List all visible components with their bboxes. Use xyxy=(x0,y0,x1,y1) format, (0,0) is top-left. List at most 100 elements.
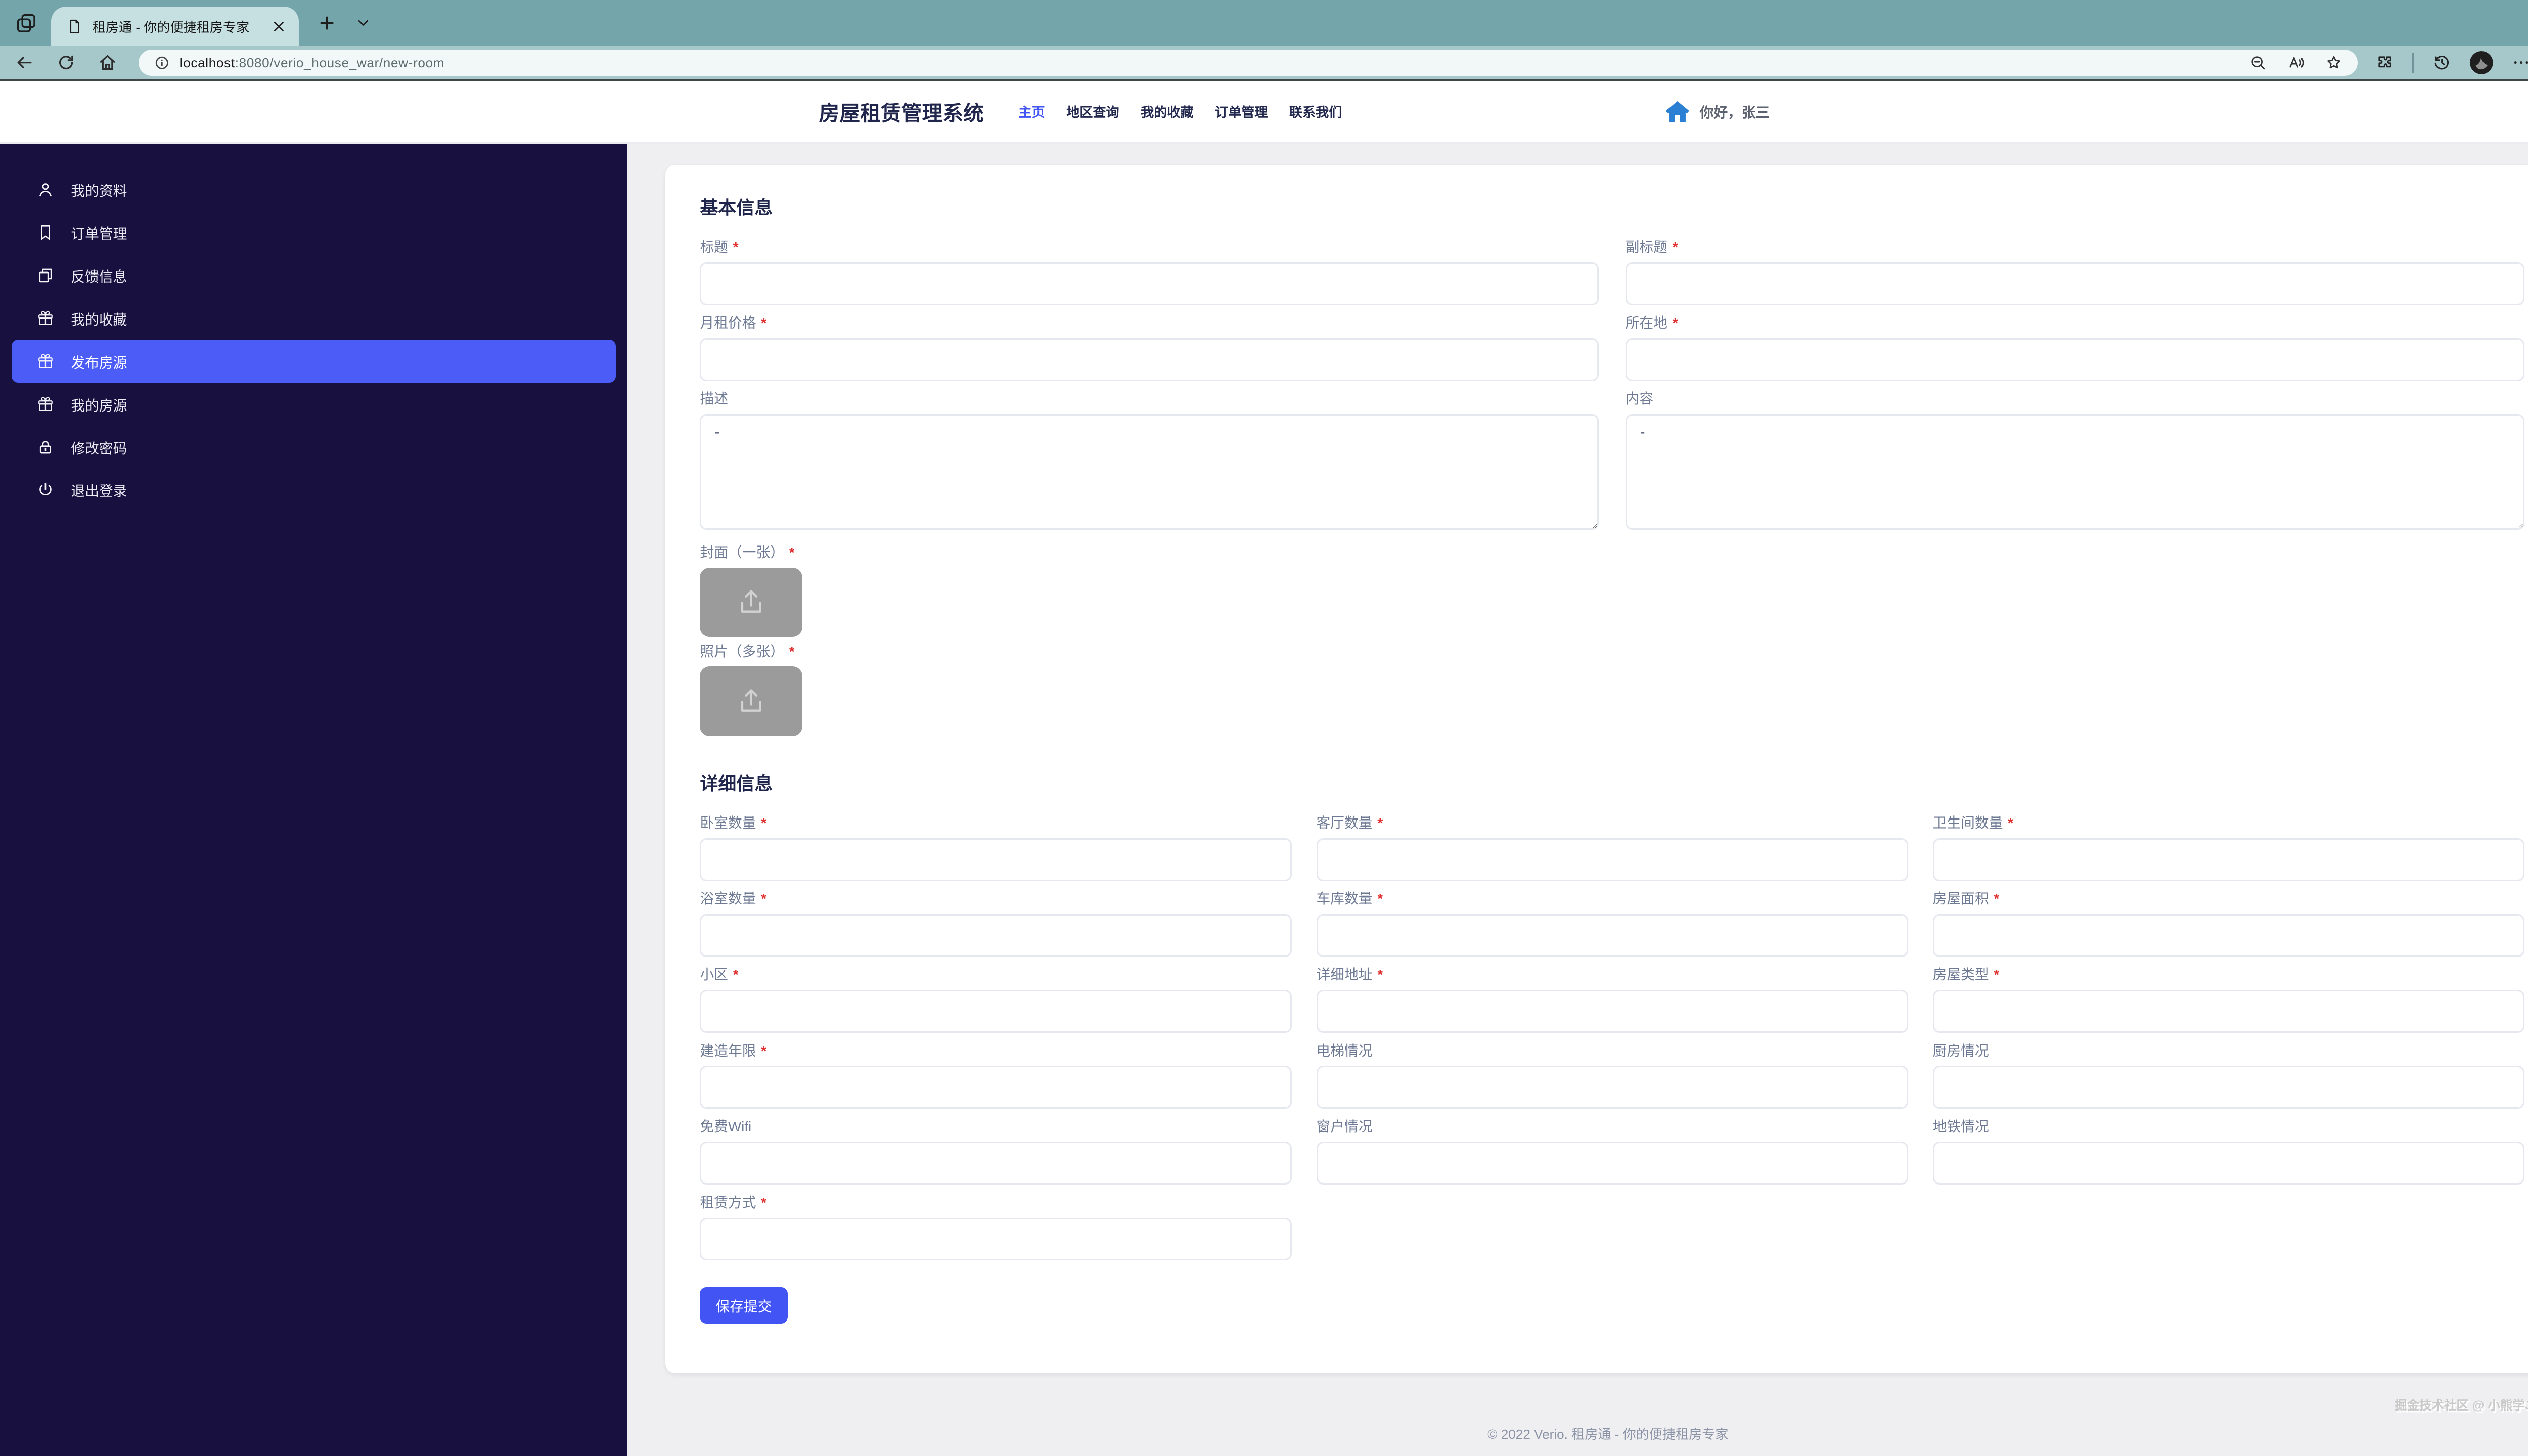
field-label: 地铁情况 xyxy=(1933,1119,2524,1135)
home-icon[interactable] xyxy=(98,53,117,72)
sidebar-item-3[interactable]: 我的收藏 xyxy=(12,297,616,340)
sidebar-item-5[interactable]: 我的房源 xyxy=(12,383,616,426)
url-path: :8080/verio_house_war/new-room xyxy=(235,55,445,70)
form-field: 月租价格 * xyxy=(700,315,1599,381)
field-input[interactable] xyxy=(1625,262,2524,305)
page-favicon-icon xyxy=(70,19,79,33)
tab-list-chevron-icon[interactable] xyxy=(355,15,372,31)
zoom-out-icon[interactable] xyxy=(2249,54,2267,72)
favorite-star-icon[interactable] xyxy=(2325,54,2343,72)
field-input[interactable] xyxy=(1316,838,1908,881)
nav-link-3[interactable]: 订单管理 xyxy=(1214,105,1268,120)
required-asterisk: * xyxy=(1377,815,1383,831)
field-label: 电梯情况 xyxy=(1317,1043,1908,1060)
extensions-icon[interactable] xyxy=(2376,54,2394,72)
form-field: 地铁情况 xyxy=(1932,1119,2524,1185)
required-asterisk: * xyxy=(2008,815,2013,831)
sidebar-item-6[interactable]: 修改密码 xyxy=(12,426,616,469)
sidebar-item-label: 订单管理 xyxy=(71,226,127,242)
field-label-text: 建造年限 xyxy=(700,1042,756,1059)
sidebar-nav: 我的资料订单管理反馈信息 我的收藏发布房源我的房源 修改密码退出登录 xyxy=(0,143,627,1456)
upload-button-0[interactable] xyxy=(700,567,802,637)
field-input[interactable] xyxy=(1625,338,2524,381)
workspaces-icon[interactable] xyxy=(15,12,38,35)
field-input[interactable] xyxy=(1932,1142,2524,1185)
required-asterisk: * xyxy=(761,891,767,907)
field-input[interactable] xyxy=(1932,990,2524,1033)
form-field: 所在地 * xyxy=(1625,315,2524,381)
required-asterisk: * xyxy=(1994,967,2000,983)
house-logo-icon xyxy=(1665,101,1689,122)
form-field: 详细地址 * xyxy=(1316,967,1908,1033)
form-field: 窗户情况 xyxy=(1316,1119,1908,1185)
field-input[interactable] xyxy=(1932,838,2524,881)
browser-chrome: 租房通 - 你的便捷租房专家 xyxy=(0,0,2528,81)
sidebar-item-label: 退出登录 xyxy=(71,483,127,499)
field-label-text: 房屋面积 xyxy=(1932,891,1989,907)
sidebar-item-7[interactable]: 退出登录 xyxy=(12,469,616,512)
field-label: 浴室数量 * xyxy=(700,891,1291,907)
field-textarea[interactable] xyxy=(1625,414,2524,530)
field-label: 小区 * xyxy=(700,967,1291,983)
upload-field-1: 照片（多张） * xyxy=(700,644,2524,736)
main-content: 基本信息 标题 * 副标题 * 月租价格 * 所在地 * 描述 内容 封面（一张） * 照片（多张） *… xyxy=(627,144,2528,1456)
field-input[interactable] xyxy=(1316,1066,1908,1109)
greeting-text: 你好，张三 xyxy=(1699,105,1770,121)
gift-icon xyxy=(38,397,53,411)
sidebar-item-4[interactable]: 发布房源 xyxy=(11,340,616,383)
field-input[interactable] xyxy=(1932,1066,2524,1109)
history-icon[interactable] xyxy=(2432,53,2452,72)
field-input[interactable] xyxy=(700,914,1292,957)
nav-link-4[interactable]: 联系我们 xyxy=(1289,105,1342,120)
sidebar-item-label: 发布房源 xyxy=(71,354,127,371)
sidebar-item-1[interactable]: 订单管理 xyxy=(12,211,616,254)
field-input[interactable] xyxy=(1316,990,1908,1033)
required-asterisk: * xyxy=(761,815,767,831)
field-input[interactable] xyxy=(700,262,1599,305)
field-label: 房屋类型 * xyxy=(1933,967,2524,983)
field-input[interactable] xyxy=(700,1066,1292,1109)
field-label: 卧室数量 * xyxy=(700,815,1291,832)
field-input[interactable] xyxy=(1316,914,1908,957)
field-input[interactable] xyxy=(700,338,1599,381)
form-field: 免费Wifi xyxy=(700,1119,1292,1185)
reload-icon[interactable] xyxy=(56,53,76,72)
field-label-text: 描述 xyxy=(700,391,728,407)
form-field: 房屋面积 * xyxy=(1932,891,2524,957)
tab-close-icon[interactable] xyxy=(270,18,287,35)
back-icon[interactable] xyxy=(15,53,34,72)
save-submit-button[interactable]: 保存提交 xyxy=(700,1287,788,1324)
address-bar[interactable]: localhost:8080/verio_house_war/new-room xyxy=(139,49,2358,76)
info-icon[interactable] xyxy=(154,55,170,71)
profile-avatar[interactable] xyxy=(2469,51,2493,74)
browser-tab[interactable]: 租房通 - 你的便捷租房专家 xyxy=(51,7,299,47)
url-text: localhost:8080/verio_house_war/new-room xyxy=(180,55,444,71)
field-input[interactable] xyxy=(1932,914,2524,957)
field-input[interactable] xyxy=(700,990,1292,1033)
upload-icon xyxy=(741,689,761,712)
field-input[interactable] xyxy=(700,838,1292,881)
field-textarea[interactable] xyxy=(700,414,1599,530)
nav-link-1[interactable]: 地区查询 xyxy=(1066,105,1119,120)
nav-link-0[interactable]: 主页 xyxy=(1018,105,1045,120)
field-input[interactable] xyxy=(700,1142,1292,1185)
sidebar-item-2[interactable]: 反馈信息 xyxy=(12,254,616,297)
section-heading-basic: 基本信息 xyxy=(700,197,773,218)
user-icon xyxy=(39,183,52,197)
field-label-text: 卧室数量 xyxy=(700,815,756,831)
field-label-text: 所在地 xyxy=(1625,315,1667,331)
field-input[interactable] xyxy=(1316,1142,1908,1185)
upload-button-1[interactable] xyxy=(700,666,802,736)
field-input[interactable] xyxy=(700,1217,1292,1261)
required-asterisk: * xyxy=(1377,967,1383,983)
nav-link-2[interactable]: 我的收藏 xyxy=(1141,105,1194,120)
field-label-text: 内容 xyxy=(1625,391,1654,407)
field-label-text: 浴室数量 xyxy=(700,891,756,907)
more-menu-icon[interactable] xyxy=(2511,53,2528,72)
form-field: 厨房情况 xyxy=(1932,1043,2524,1109)
form-field: 描述 xyxy=(700,391,1599,536)
new-tab-icon[interactable] xyxy=(317,13,337,33)
sidebar-item-0[interactable]: 我的资料 xyxy=(12,168,616,211)
form-field: 车库数量 * xyxy=(1316,891,1908,957)
read-aloud-icon[interactable] xyxy=(2287,54,2305,72)
